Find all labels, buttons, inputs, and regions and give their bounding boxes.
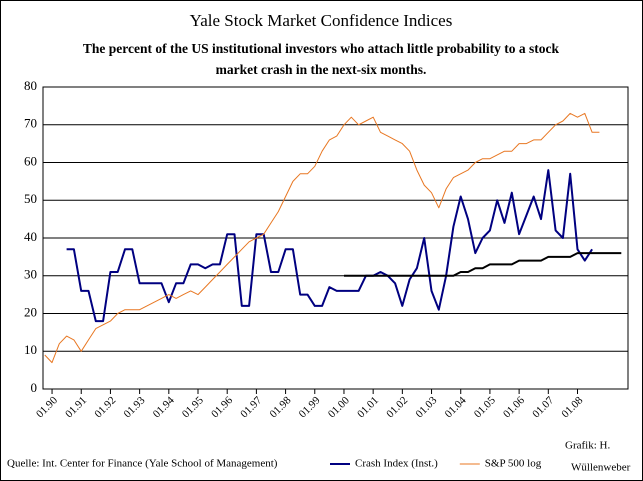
y-tick-label: 60 <box>24 153 37 168</box>
y-tick-label: 40 <box>24 229 37 244</box>
credit: Grafik: H. <box>565 440 610 452</box>
y-tick-label: 10 <box>24 342 37 357</box>
chart-title: Yale Stock Market Confidence Indices <box>190 11 453 30</box>
credit: Wüllenweber <box>571 462 631 474</box>
legend-label: Crash Index (Inst.) <box>355 458 438 470</box>
y-tick-label: 30 <box>24 267 37 282</box>
source-note: Quelle: Int. Center for Finance (Yale Sc… <box>7 458 278 470</box>
data-line <box>344 252 622 277</box>
y-tick-label: 50 <box>24 191 37 206</box>
y-tick-label: 70 <box>24 116 37 131</box>
y-tick-label: 0 <box>31 380 38 395</box>
data-line <box>44 112 600 364</box>
data-line <box>66 169 593 323</box>
y-tick-label: 20 <box>24 304 37 319</box>
y-tick-label: 80 <box>24 78 37 93</box>
chart-subtitle: The percent of the US institutional inve… <box>83 41 560 56</box>
chart-subtitle: market crash in the next-six months. <box>216 62 427 77</box>
legend-label: S&P 500 log <box>485 458 542 470</box>
